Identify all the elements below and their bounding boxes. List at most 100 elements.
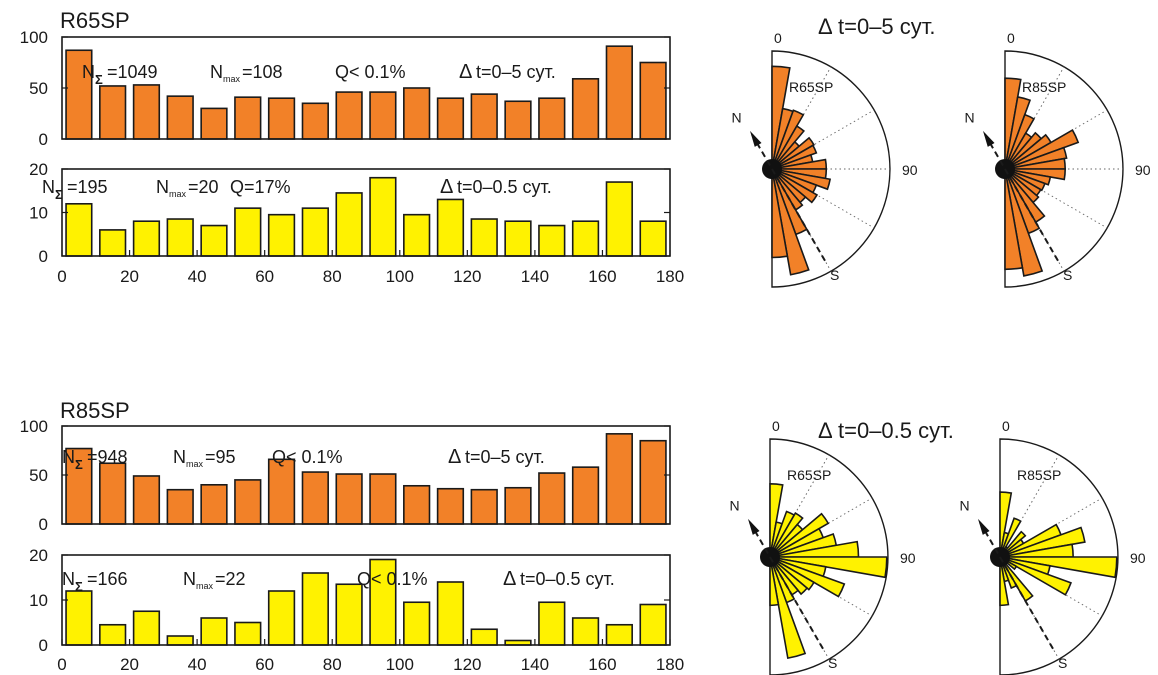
- bar: [267, 458, 296, 525]
- y-tick-label: 50: [29, 79, 48, 98]
- bar: [470, 628, 498, 646]
- bar: [571, 617, 600, 646]
- bar: [301, 572, 329, 646]
- y-tick-label: 50: [29, 466, 48, 485]
- bar: [132, 475, 161, 525]
- rose-series-label: R65SP: [789, 79, 833, 95]
- panel-title: R85SP: [60, 398, 130, 423]
- bar: [605, 623, 633, 646]
- n-max-subscript: max: [196, 581, 214, 591]
- n-total-value: =1049: [107, 62, 158, 82]
- bar: [166, 488, 194, 525]
- y-tick-label: 10: [29, 591, 48, 610]
- q-value: Q< 0.1%: [272, 447, 343, 467]
- bar: [132, 84, 161, 140]
- bar: [200, 483, 228, 525]
- x-tick-label: 0: [57, 655, 66, 674]
- rose-series-label: R85SP: [1017, 467, 1061, 483]
- rose-wedge: [771, 144, 818, 170]
- n-total-symbol: N: [82, 62, 95, 82]
- rose-diagrams: N S 0 90 R65SP N S 0 90 R85SP N S 0 90 R65SP N S 0 90 R85SP: [730, 30, 1151, 675]
- x-tick-label: 140: [521, 655, 549, 674]
- n-total-value: =166: [87, 569, 128, 589]
- rose-wedge: [999, 556, 1010, 607]
- bar: [538, 472, 566, 525]
- delta-symbol: Δ: [459, 61, 472, 83]
- bar: [369, 91, 397, 140]
- rose-wedge: [769, 556, 816, 591]
- q-value: Q< 0.1%: [335, 62, 406, 82]
- bar: [267, 590, 296, 646]
- rose-wedge: [771, 168, 819, 204]
- x-tick-label: 100: [386, 655, 414, 674]
- north-south-axis: [979, 521, 1056, 652]
- n-max-symbol: N: [183, 569, 196, 589]
- delta-t-label: t=0–0.5 сут.: [457, 177, 552, 197]
- n-total-subscript: Σ: [75, 579, 83, 594]
- q-value: Q=17%: [230, 177, 291, 197]
- rose-title-bottom-delta: Δ: [818, 418, 833, 443]
- n-max-subscript: max: [169, 189, 187, 199]
- rose-wedge: [769, 511, 804, 558]
- n-total-subscript: Σ: [55, 187, 63, 202]
- bar: [301, 102, 329, 140]
- n-max-symbol: N: [210, 62, 223, 82]
- rose-wedge: [769, 512, 830, 558]
- bar: [403, 213, 431, 257]
- bar: [504, 486, 532, 525]
- n-total-subscript: Σ: [95, 72, 103, 87]
- panel-title: R65SP: [60, 8, 130, 33]
- bar: [166, 95, 194, 140]
- rose-r1: N S 0 90 R65SP: [732, 30, 918, 288]
- n-total-symbol: N: [62, 447, 75, 467]
- x-tick-label: 120: [453, 267, 481, 286]
- x-tick-label: 0: [57, 267, 66, 286]
- bar: [234, 96, 262, 140]
- south-label: S: [828, 655, 837, 671]
- rose-title-bottom-text: t=0–0.5 сут.: [838, 418, 954, 443]
- bar: [369, 176, 397, 257]
- rose-title-top-text: t=0–5 сут.: [838, 14, 936, 39]
- n-max-value: =22: [215, 569, 246, 589]
- rose-grid-radial: [1004, 168, 1108, 229]
- x-tick-label: 80: [323, 267, 342, 286]
- bar: [267, 213, 296, 257]
- n-max-subscript: max: [223, 74, 241, 84]
- rose-wedge: [1004, 128, 1080, 170]
- bar: [436, 581, 465, 646]
- rose-wedge: [1004, 168, 1024, 271]
- x-tick-label: 160: [588, 267, 616, 286]
- n-total-symbol: N: [42, 177, 55, 197]
- north-south-axis: [984, 133, 1061, 264]
- bar: [538, 97, 566, 140]
- y-tick-label: 0: [39, 515, 48, 534]
- rose-wedge: [771, 168, 810, 276]
- bar: [571, 220, 600, 257]
- angle-90-label: 90: [1130, 550, 1146, 566]
- y-tick-label: 0: [39, 636, 48, 655]
- bar: [234, 479, 262, 525]
- rose-wedge: [1004, 146, 1068, 170]
- north-arrow-icon: [748, 518, 760, 535]
- rose-wedge: [771, 168, 789, 259]
- n-total-symbol: N: [62, 569, 75, 589]
- y-tick-label: 100: [20, 28, 48, 47]
- rose-r4: N S 0 90 R85SP: [960, 418, 1146, 675]
- rose-grid-radial: [771, 109, 875, 170]
- n-total-value: =948: [87, 447, 128, 467]
- rose-title-top: Δ t=0–5 сут.: [818, 14, 936, 39]
- rose-wedge: [769, 556, 780, 607]
- rose-grid-radial: [769, 556, 830, 660]
- rose-grid-radial: [999, 454, 1060, 558]
- bar: [538, 601, 566, 646]
- x-tick-label: 20: [120, 267, 139, 286]
- north-arrow-icon: [978, 518, 990, 535]
- north-label: N: [732, 110, 742, 126]
- bar: [470, 488, 498, 525]
- bar: [436, 487, 465, 525]
- delta-t-label: t=0–5 сут.: [476, 62, 556, 82]
